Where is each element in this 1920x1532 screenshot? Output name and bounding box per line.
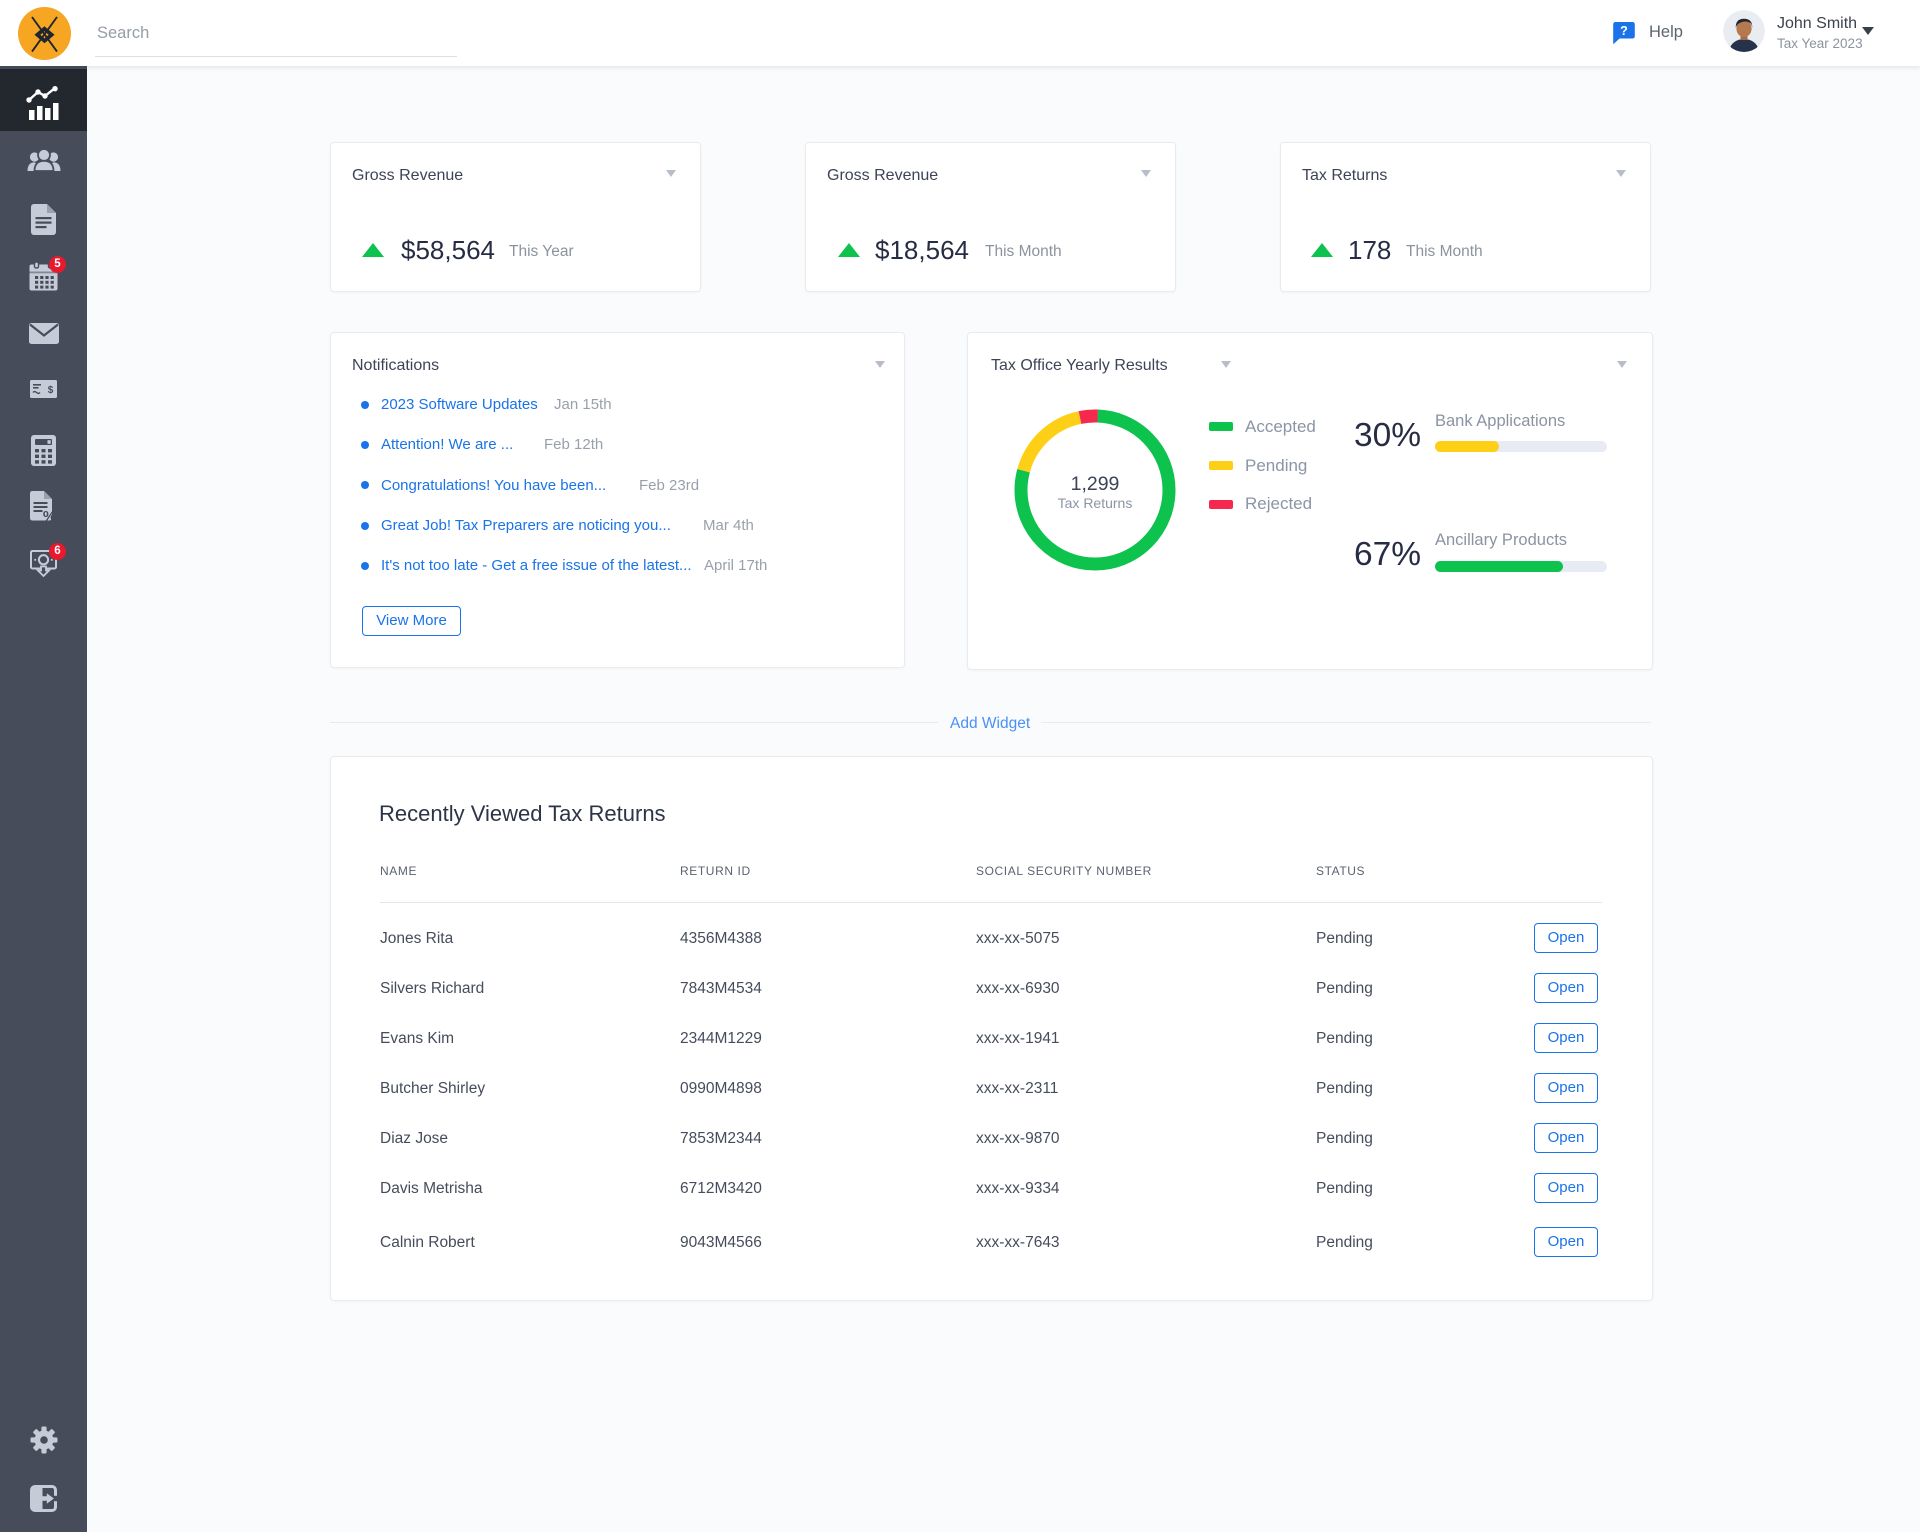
svg-text:%: %: [43, 508, 56, 522]
svg-text:?: ?: [1620, 24, 1628, 38]
svg-text:$: $: [48, 385, 54, 396]
